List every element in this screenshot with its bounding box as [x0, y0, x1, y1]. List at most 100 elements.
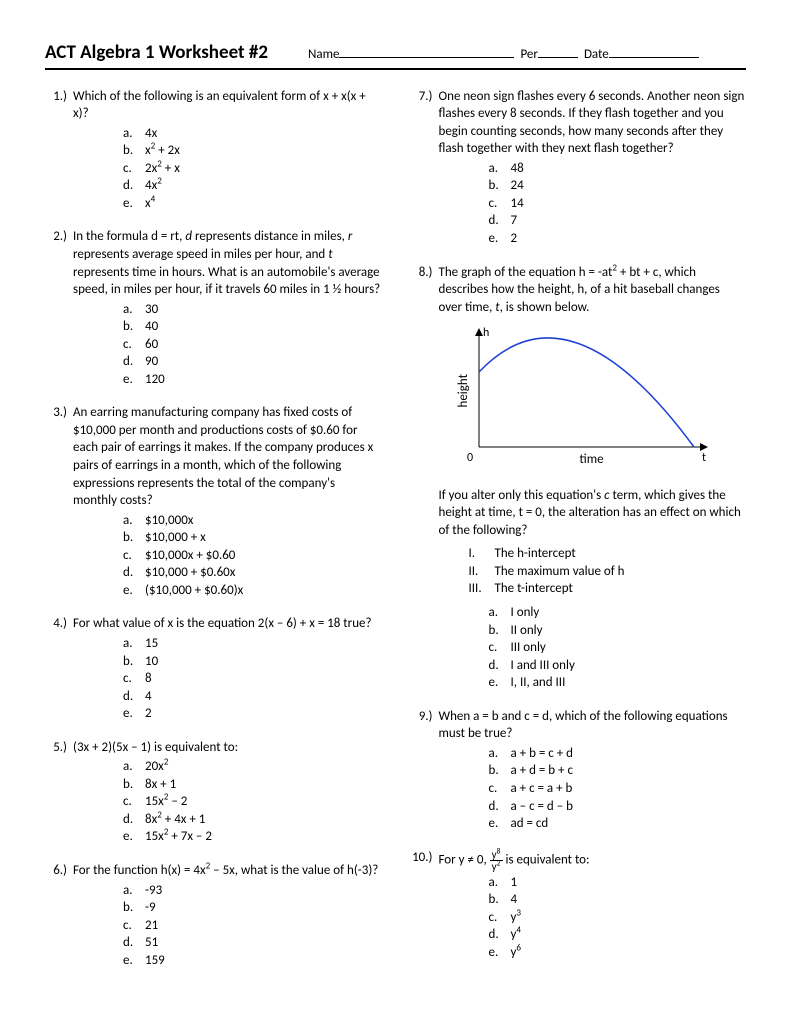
choice-text: $10,000x — [145, 512, 193, 530]
choice-item[interactable]: a.$10,000x — [123, 512, 381, 530]
choice-letter: a. — [123, 758, 145, 776]
choice-item[interactable]: a.30 — [123, 301, 381, 319]
choice-item[interactable]: d.4x2 — [123, 177, 381, 195]
name-blank[interactable] — [339, 45, 514, 58]
choice-item[interactable]: c.21 — [123, 917, 381, 935]
choice-letter: c. — [489, 909, 511, 927]
roman-text: The t-intercept — [495, 580, 573, 598]
choice-text: 4x2 — [145, 177, 162, 195]
choice-item[interactable]: e.2 — [489, 230, 747, 248]
choice-item[interactable]: e.2 — [123, 705, 381, 723]
choice-item[interactable]: e.ad = cd — [489, 815, 747, 833]
choice-item[interactable]: e.I, II, and III — [489, 674, 747, 692]
content-columns: 1.)Which of the following is an equivale… — [45, 88, 746, 986]
roman-numeral: II. — [469, 563, 495, 581]
question-post-text: If you alter only this equation's c term… — [439, 487, 747, 540]
choice-text: III only — [511, 639, 546, 657]
choice-text: y3 — [511, 909, 522, 927]
choice-item[interactable]: b.24 — [489, 177, 747, 195]
choice-text: 2 — [511, 230, 518, 248]
choice-item[interactable]: a.4x — [123, 125, 381, 143]
per-blank[interactable] — [538, 45, 578, 58]
choice-letter: a. — [123, 301, 145, 319]
choice-item[interactable]: b.a + d = b + c — [489, 762, 747, 780]
choice-letter: a. — [123, 635, 145, 653]
choice-item[interactable]: c.2x2 + x — [123, 160, 381, 178]
question-text: For the function h(x) = 4x2 – 5x, what i… — [73, 862, 381, 880]
choice-text: -9 — [145, 899, 156, 917]
choice-item[interactable]: a.20x2 — [123, 758, 381, 776]
choice-item[interactable]: c.a + c = a + b — [489, 780, 747, 798]
choice-text: a + c = a + b — [511, 780, 573, 798]
choice-letter: d. — [123, 688, 145, 706]
choice-item[interactable]: a.1 — [489, 874, 747, 892]
choice-item[interactable]: b.40 — [123, 318, 381, 336]
choice-item[interactable]: c.8 — [123, 670, 381, 688]
choice-item[interactable]: d.a – c = d – b — [489, 798, 747, 816]
choice-letter: e. — [123, 371, 145, 389]
choice-letter: a. — [123, 512, 145, 530]
choice-item[interactable]: e.15x2 + 7x – 2 — [123, 828, 381, 846]
choice-item[interactable]: d.90 — [123, 353, 381, 371]
choice-text: ($10,000 + $0.60)x — [145, 582, 243, 600]
choice-text: 60 — [145, 336, 158, 354]
choice-item[interactable]: c.15x2 – 2 — [123, 793, 381, 811]
choice-item[interactable]: b.10 — [123, 653, 381, 671]
choice-item[interactable]: e.x4 — [123, 195, 381, 213]
choice-letter: d. — [489, 926, 511, 944]
choice-item[interactable]: c.III only — [489, 639, 747, 657]
choice-item[interactable]: b.II only — [489, 622, 747, 640]
choice-letter: e. — [123, 582, 145, 600]
choice-letter: e. — [489, 674, 511, 692]
question-number: 2.) — [45, 228, 73, 388]
choice-letter: a. — [123, 125, 145, 143]
choice-item[interactable]: d.y4 — [489, 926, 747, 944]
choice-item[interactable]: e.($10,000 + $0.60)x — [123, 582, 381, 600]
choice-item[interactable]: a.48 — [489, 160, 747, 178]
choice-letter: e. — [123, 952, 145, 970]
choice-letter: e. — [489, 230, 511, 248]
choice-item[interactable]: e.y6 — [489, 944, 747, 962]
x-axis-title: time — [579, 452, 603, 467]
choice-letter: c. — [123, 670, 145, 688]
choice-item[interactable]: d.$10,000 + $0.60x — [123, 564, 381, 582]
question-body: For what value of x is the equation 2(x … — [73, 615, 381, 722]
date-blank[interactable] — [609, 45, 699, 58]
choice-letter: b. — [123, 529, 145, 547]
choice-item[interactable]: a.-93 — [123, 882, 381, 900]
question-text: (3x + 2)(5x – 1) is equivalent to: — [73, 739, 381, 757]
choice-text: a + d = b + c — [511, 762, 573, 780]
choice-item[interactable]: e.120 — [123, 371, 381, 389]
choice-text: 4x — [145, 125, 157, 143]
choice-item[interactable]: a.a + b = c + d — [489, 745, 747, 763]
choice-text: y6 — [511, 944, 522, 962]
roman-numeral: I. — [469, 545, 495, 563]
choice-item[interactable]: b.-9 — [123, 899, 381, 917]
choice-item[interactable]: b.4 — [489, 891, 747, 909]
choice-text: 2x2 + x — [145, 160, 180, 178]
choice-item[interactable]: c.14 — [489, 195, 747, 213]
choice-item[interactable]: c.y3 — [489, 909, 747, 927]
choice-text: $10,000 + x — [145, 529, 206, 547]
choice-item[interactable]: d.I and III only — [489, 657, 747, 675]
choice-item[interactable]: d.51 — [123, 934, 381, 952]
choice-item[interactable]: b.x2 + 2x — [123, 142, 381, 160]
choice-item[interactable]: d.7 — [489, 212, 747, 230]
roman-item: I.The h-intercept — [469, 545, 747, 563]
choice-item[interactable]: d.4 — [123, 688, 381, 706]
choice-item[interactable]: a.15 — [123, 635, 381, 653]
name-label: Name — [308, 46, 339, 64]
choice-item[interactable]: c.60 — [123, 336, 381, 354]
choice-item[interactable]: a.I only — [489, 604, 747, 622]
choice-text: $10,000x + $0.60 — [145, 547, 235, 565]
worksheet-header: ACT Algebra 1 Worksheet #2 Name Per Date — [45, 40, 746, 70]
choice-letter: a. — [123, 882, 145, 900]
choice-item[interactable]: b.8x + 1 — [123, 776, 381, 794]
choice-text: a – c = d – b — [511, 798, 573, 816]
choice-item[interactable]: e.159 — [123, 952, 381, 970]
choice-item[interactable]: c.$10,000x + $0.60 — [123, 547, 381, 565]
choice-letter: d. — [123, 353, 145, 371]
question-body: (3x + 2)(5x – 1) is equivalent to:a.20x2… — [73, 739, 381, 846]
choice-item[interactable]: d.8x2 + 4x + 1 — [123, 811, 381, 829]
choice-item[interactable]: b.$10,000 + x — [123, 529, 381, 547]
